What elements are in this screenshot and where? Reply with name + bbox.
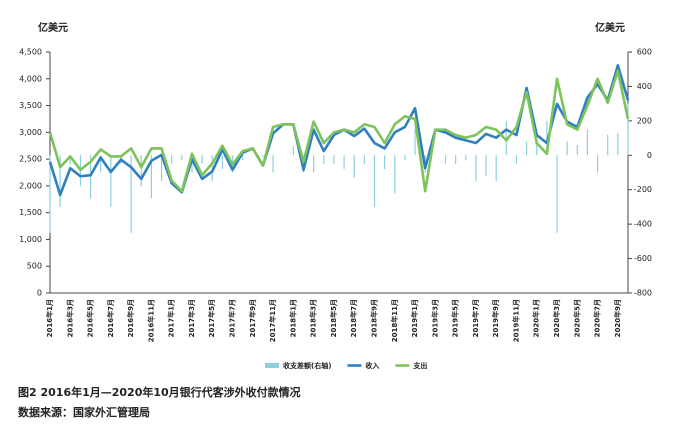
y-tick-label: 2,000: [19, 181, 42, 190]
y2-tick-label: -200: [634, 185, 652, 194]
bar: [333, 155, 334, 164]
bar: [323, 155, 324, 164]
y-tick-label: 2,500: [19, 155, 42, 164]
bar: [384, 155, 385, 169]
x-tick-label: 2017年11月: [268, 299, 277, 342]
bar: [242, 155, 243, 160]
bar: [617, 133, 618, 155]
bar: [272, 155, 273, 172]
y-tick-label: 500: [27, 262, 42, 271]
y2-tick-label: 200: [637, 116, 652, 125]
x-tick-label: 2017年5月: [207, 299, 216, 337]
x-tick-label: 2019年5月: [451, 299, 460, 337]
x-tick-label: 2019年7月: [471, 299, 480, 337]
source: 数据来源：国家外汇管理局: [18, 405, 150, 419]
bar: [455, 155, 456, 164]
x-tick-label: 2020年9月: [613, 299, 622, 337]
bar: [202, 155, 203, 164]
y-tick-label: 3,500: [19, 101, 42, 110]
bar: [222, 155, 223, 169]
x-tick-label: 2018年9月: [369, 299, 378, 337]
bar: [577, 145, 578, 155]
y-tick-label: 1,000: [19, 235, 42, 244]
bar: [141, 155, 142, 186]
y-tick-label: 1,500: [19, 208, 42, 217]
x-tick-label: 2018年3月: [309, 299, 318, 337]
bar: [262, 155, 263, 157]
bar: [364, 155, 365, 164]
y2-tick-label: -800: [634, 289, 652, 298]
y2-tick-label: -400: [634, 220, 652, 229]
bar: [354, 155, 355, 177]
bar: [597, 155, 598, 172]
x-tick-label: 2017年3月: [187, 299, 196, 337]
x-tick-label: 2020年1月: [532, 299, 541, 337]
bar: [567, 142, 568, 156]
bar: [607, 135, 608, 156]
x-tick-label: 2016年3月: [65, 299, 74, 337]
legend-label: 收入: [365, 361, 379, 370]
x-tick-label: 2019年3月: [430, 299, 439, 337]
x-tick-label: 2017年7月: [228, 299, 237, 337]
y2-tick-label: -600: [634, 254, 652, 263]
y-tick-label: 0: [37, 289, 42, 298]
y-label: 亿美元: [38, 21, 68, 34]
x-tick-label: 2017年1月: [167, 299, 176, 337]
bar: [293, 147, 294, 156]
bar: [485, 155, 486, 176]
bar: [374, 155, 375, 207]
x-tick-label: 2016年9月: [126, 299, 135, 337]
legend-label: 支出: [412, 361, 427, 370]
x-tick-label: 2020年7月: [593, 299, 602, 337]
x-tick-label: 2018年5月: [329, 299, 338, 337]
x-tick-label: 2016年7月: [106, 299, 115, 337]
bar: [171, 155, 172, 164]
bar: [496, 155, 497, 181]
bar: [313, 155, 314, 172]
x-tick-label: 2016年11月: [146, 299, 155, 342]
bar: [445, 155, 446, 164]
y-tick-label: 4,000: [19, 74, 42, 83]
x-tick-label: 2020年5月: [572, 299, 581, 337]
bar: [343, 155, 344, 169]
y2-tick-label: 400: [637, 82, 652, 91]
x-tick-label: 2020年3月: [552, 299, 561, 337]
y-tick-label: 3,000: [19, 128, 42, 137]
x-tick-label: 2016年1月: [45, 299, 54, 337]
caption: 图2 2016年1月—2020年10月银行代客涉外收付款情况: [18, 385, 301, 399]
x-tick-label: 2018年7月: [349, 299, 358, 337]
x-tick-label: 2018年1月: [288, 299, 297, 337]
y2-tick-label: 0: [647, 151, 652, 160]
bar: [526, 142, 527, 156]
bar: [516, 155, 517, 164]
bar: [465, 155, 466, 160]
bar: [475, 155, 476, 181]
x-tick-label: 2019年11月: [511, 299, 520, 342]
y-tick-label: 4,500: [19, 48, 42, 57]
bar: [404, 155, 405, 160]
bar: [394, 155, 395, 193]
bar: [587, 129, 588, 155]
y2-label: 亿美元: [595, 21, 625, 34]
bar: [181, 155, 182, 160]
x-tick-label: 2018年11月: [390, 299, 399, 342]
x-tick-label: 2017年9月: [248, 299, 257, 337]
x-tick-label: 2019年1月: [410, 299, 419, 337]
bar: [110, 155, 111, 207]
x-tick-label: 2019年9月: [491, 299, 500, 337]
legend-swatch: [265, 363, 279, 368]
bar: [414, 129, 415, 155]
bar: [556, 155, 557, 232]
x-tick-label: 2016年5月: [86, 299, 95, 337]
legend-label: 收支差额(右轴): [283, 361, 331, 370]
y2-tick-label: 600: [637, 48, 652, 57]
